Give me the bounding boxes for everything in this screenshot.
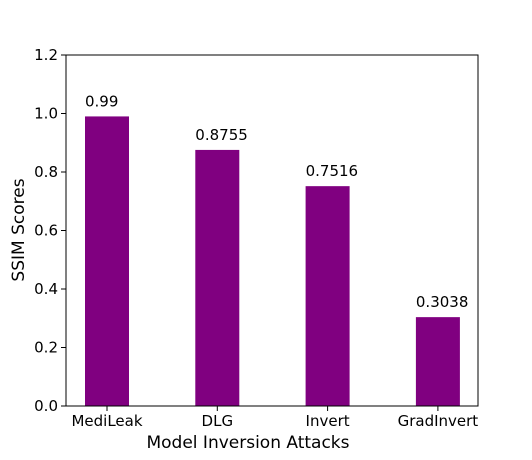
bar	[305, 186, 350, 406]
value-label: 0.99	[85, 92, 118, 110]
x-axis-label: Model Inversion Attacks	[146, 433, 349, 453]
x-tick-label: DLG	[202, 412, 234, 430]
bar	[85, 116, 129, 407]
x-tick-label: MediLeak	[71, 412, 142, 430]
value-label: 0.3038	[416, 293, 469, 311]
x-tick-label: GradInvert	[398, 412, 479, 430]
bar	[415, 317, 460, 406]
y-tick-label: 0.8	[34, 163, 58, 181]
y-tick-label: 0.6	[34, 222, 58, 240]
value-label: 0.8755	[195, 126, 248, 144]
y-tick-label: 0.2	[34, 339, 58, 357]
y-tick-label: 1.0	[34, 105, 58, 123]
plot-frame	[65, 54, 479, 407]
x-tick-label: Invert	[306, 412, 350, 430]
y-axis-label: SSIM Scores	[9, 178, 29, 281]
y-tick-label: 0.0	[34, 397, 58, 415]
value-label: 0.7516	[306, 162, 359, 180]
y-tick-label: 0.4	[34, 280, 58, 298]
y-tick-label: 1.2	[34, 46, 58, 64]
bar	[195, 149, 240, 406]
